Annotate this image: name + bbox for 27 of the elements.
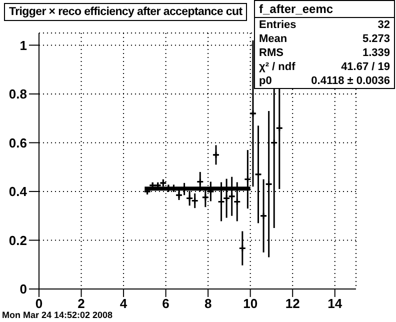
annotation: 41.67 / 19 [341, 61, 390, 73]
y-tick-label: 0 [20, 282, 27, 297]
annotation: Mean [259, 33, 288, 45]
text: f_after_eemc [255, 1, 394, 18]
text: 5.273 [362, 33, 390, 45]
y-tick-label: 1 [20, 38, 27, 53]
y-tick-label: 0.8 [8, 86, 27, 102]
annotation: RMS [259, 47, 284, 59]
annotation: 0.4118 ± 0.0036 [311, 75, 390, 87]
y-tick-label: 0.6 [8, 135, 27, 150]
x-tick-label: 2 [78, 296, 85, 312]
x-tick-label: 8 [204, 296, 212, 312]
x-tick-label: 0 [35, 296, 43, 312]
text: 32 [378, 19, 390, 31]
text: Mon Mar 24 14:52:02 2008 [2, 310, 113, 320]
annotation: χ² / ndf [259, 61, 296, 73]
y-tick-label: 0.4 [8, 184, 28, 200]
text: 1.339 [362, 47, 390, 59]
text: Entries [259, 19, 296, 31]
x-tick-label: 10 [243, 296, 258, 312]
y-tick-label: 0.2 [8, 232, 27, 248]
x-tick-label: 4 [120, 296, 128, 312]
x-tick-label: 6 [162, 296, 170, 312]
x-tick-label: 14 [328, 296, 343, 312]
x-tick-label: 12 [285, 296, 300, 312]
chart-title: Trigger × reco efficiency after acceptance cut [4, 3, 248, 21]
annotation: p0 [259, 75, 272, 87]
